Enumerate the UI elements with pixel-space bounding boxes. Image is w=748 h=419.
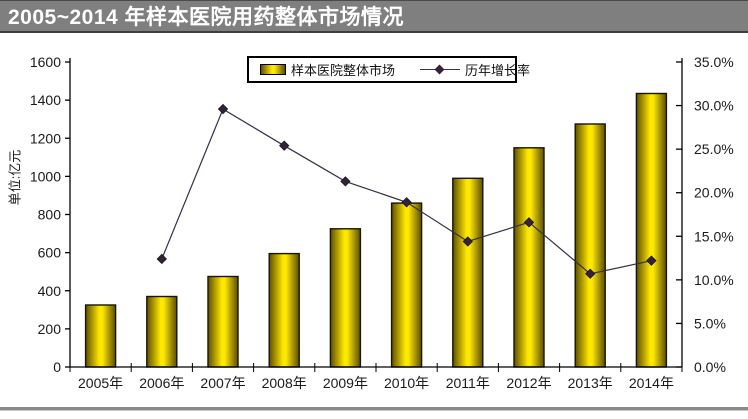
bar-series-swatch bbox=[260, 64, 286, 75]
bar-series-group bbox=[84, 92, 668, 368]
bar-series-label: 样本医院整体市场 bbox=[291, 63, 396, 78]
x-label-2010年: 2010年 bbox=[384, 375, 429, 391]
left-tick-1600: 1600 bbox=[30, 54, 61, 70]
x-label-2012年: 2012年 bbox=[506, 375, 551, 391]
growth-markers-group bbox=[156, 103, 657, 279]
left-tick-1400: 1400 bbox=[30, 92, 61, 108]
diamond-marker-icon bbox=[279, 140, 290, 151]
diamond-marker-icon bbox=[340, 176, 351, 187]
bar-2008年 bbox=[268, 252, 300, 368]
bar-2010年 bbox=[390, 202, 423, 368]
diamond-marker-icon bbox=[217, 103, 229, 115]
axes-group bbox=[65, 58, 683, 372]
diamond-marker-icon bbox=[585, 268, 596, 279]
diamond-marker-icon bbox=[523, 217, 535, 228]
right-tick-0.0%: 0.0% bbox=[694, 359, 726, 375]
bar-2007年 bbox=[207, 275, 239, 368]
right-tick-25.0%: 25.0% bbox=[694, 141, 734, 157]
page-title: 2005~2014 年样本医院用药整体市场情况 bbox=[8, 6, 405, 29]
right-tick-35.0%: 35.0% bbox=[694, 54, 734, 70]
x-label-2006年: 2006年 bbox=[139, 375, 184, 391]
right-tick-30.0%: 30.0% bbox=[694, 98, 734, 114]
left-axis-title: 单位:亿元 bbox=[7, 149, 23, 206]
bar-2011年 bbox=[452, 177, 484, 368]
left-tick-400: 400 bbox=[38, 283, 62, 299]
bar-2009年 bbox=[329, 228, 362, 368]
bar-2012年 bbox=[513, 147, 545, 368]
left-tick-0: 0 bbox=[53, 359, 61, 375]
line-series-swatch bbox=[420, 64, 461, 76]
diamond-marker-icon bbox=[462, 236, 473, 247]
left-tick-1200: 1200 bbox=[30, 130, 61, 146]
chart-legend: 样本医院整体市场 历年增长率 bbox=[247, 56, 530, 83]
diamond-marker-icon bbox=[646, 255, 657, 266]
right-tick-5.0%: 5.0% bbox=[694, 315, 726, 331]
diamond-marker-icon bbox=[401, 197, 412, 208]
tick-labels-group: 0 200 400 600 800 1000 1200 1400 1600 0.0% 5.0% 10.… bbox=[30, 54, 734, 391]
bottom-divider bbox=[0, 407, 748, 411]
left-tick-800: 800 bbox=[38, 207, 62, 223]
title-bar: 2005~2014 年样本医院用药整体市场情况 bbox=[0, 0, 748, 33]
line-series-label: 历年增长率 bbox=[465, 63, 531, 78]
left-tick-600: 600 bbox=[38, 245, 62, 261]
bar-2014年 bbox=[635, 92, 668, 368]
bar-2005年 bbox=[84, 304, 117, 368]
x-label-2014年: 2014年 bbox=[629, 375, 674, 391]
x-label-2011年: 2011年 bbox=[446, 375, 490, 391]
right-tick-20.0%: 20.0% bbox=[694, 185, 734, 201]
diamond-marker-icon bbox=[156, 253, 167, 265]
left-tick-200: 200 bbox=[38, 321, 62, 337]
x-label-2009年: 2009年 bbox=[323, 375, 368, 391]
x-label-2007年: 2007年 bbox=[200, 375, 245, 391]
bar-2013年 bbox=[574, 123, 606, 368]
right-tick-10.0%: 10.0% bbox=[694, 272, 734, 288]
x-label-2005年: 2005年 bbox=[78, 375, 123, 391]
diamond-marker-icon bbox=[434, 64, 445, 74]
x-label-2013年: 2013年 bbox=[568, 375, 613, 391]
right-tick-15.0%: 15.0% bbox=[694, 228, 734, 244]
bar-2006年 bbox=[146, 295, 178, 368]
left-tick-1000: 1000 bbox=[30, 168, 61, 184]
x-label-2008年: 2008年 bbox=[262, 375, 307, 391]
